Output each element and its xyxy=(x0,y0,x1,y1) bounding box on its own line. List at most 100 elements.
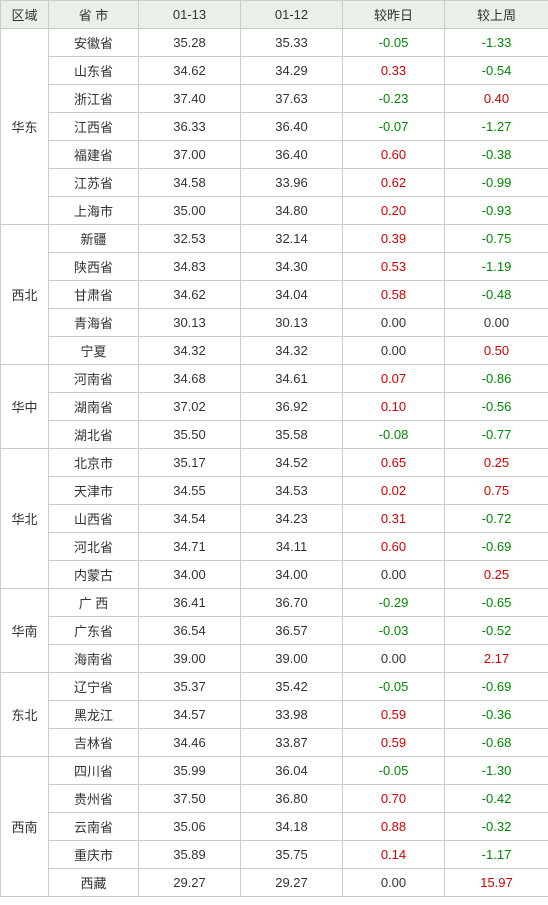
delta-day-cell: 0.10 xyxy=(343,393,445,421)
value1-cell: 34.62 xyxy=(139,57,241,85)
table-row: 浙江省37.4037.63-0.230.40 xyxy=(1,85,548,113)
province-cell: 陕西省 xyxy=(49,253,139,281)
delta-day-cell: -0.05 xyxy=(343,29,445,57)
delta-day-cell: 0.00 xyxy=(343,869,445,897)
value2-cell: 34.53 xyxy=(241,477,343,505)
table-row: 西藏29.2729.270.0015.97 xyxy=(1,869,548,897)
table-row: 华中河南省34.6834.610.07-0.86 xyxy=(1,365,548,393)
col-region: 区域 xyxy=(1,1,49,29)
table-row: 陕西省34.8334.300.53-1.19 xyxy=(1,253,548,281)
table-row: 重庆市35.8935.750.14-1.17 xyxy=(1,841,548,869)
value1-cell: 34.54 xyxy=(139,505,241,533)
value1-cell: 34.71 xyxy=(139,533,241,561)
table-row: 云南省35.0634.180.88-0.32 xyxy=(1,813,548,841)
value2-cell: 36.80 xyxy=(241,785,343,813)
delta-day-cell: -0.05 xyxy=(343,757,445,785)
delta-week-cell: -0.36 xyxy=(445,701,548,729)
value2-cell: 36.04 xyxy=(241,757,343,785)
table-row: 华南广 西36.4136.70-0.29-0.65 xyxy=(1,589,548,617)
value1-cell: 34.68 xyxy=(139,365,241,393)
table-row: 西北新疆32.5332.140.39-0.75 xyxy=(1,225,548,253)
province-cell: 江西省 xyxy=(49,113,139,141)
value2-cell: 34.80 xyxy=(241,197,343,225)
table-body: 华东安徽省35.2835.33-0.05-1.33山东省34.6234.290.… xyxy=(1,29,548,897)
value1-cell: 30.13 xyxy=(139,309,241,337)
value1-cell: 36.41 xyxy=(139,589,241,617)
province-cell: 新疆 xyxy=(49,225,139,253)
delta-week-cell: -0.38 xyxy=(445,141,548,169)
province-cell: 辽宁省 xyxy=(49,673,139,701)
delta-week-cell: 0.50 xyxy=(445,337,548,365)
value1-cell: 37.02 xyxy=(139,393,241,421)
province-cell: 贵州省 xyxy=(49,785,139,813)
table-row: 湖北省35.5035.58-0.08-0.77 xyxy=(1,421,548,449)
delta-day-cell: -0.29 xyxy=(343,589,445,617)
province-cell: 广东省 xyxy=(49,617,139,645)
delta-week-cell: 0.25 xyxy=(445,449,548,477)
delta-week-cell: -0.68 xyxy=(445,729,548,757)
province-cell: 湖北省 xyxy=(49,421,139,449)
delta-day-cell: 0.00 xyxy=(343,337,445,365)
province-cell: 海南省 xyxy=(49,645,139,673)
value1-cell: 34.32 xyxy=(139,337,241,365)
delta-week-cell: -0.69 xyxy=(445,533,548,561)
col-province: 省 市 xyxy=(49,1,139,29)
table-row: 山西省34.5434.230.31-0.72 xyxy=(1,505,548,533)
delta-week-cell: -0.86 xyxy=(445,365,548,393)
delta-week-cell: 0.25 xyxy=(445,561,548,589)
table-row: 天津市34.5534.530.020.75 xyxy=(1,477,548,505)
delta-day-cell: 0.33 xyxy=(343,57,445,85)
delta-week-cell: -0.42 xyxy=(445,785,548,813)
value2-cell: 36.70 xyxy=(241,589,343,617)
province-cell: 福建省 xyxy=(49,141,139,169)
delta-day-cell: -0.07 xyxy=(343,113,445,141)
delta-week-cell: -1.27 xyxy=(445,113,548,141)
col-deltaday: 较昨日 xyxy=(343,1,445,29)
value1-cell: 34.46 xyxy=(139,729,241,757)
province-cell: 广 西 xyxy=(49,589,139,617)
delta-week-cell: -0.69 xyxy=(445,673,548,701)
value1-cell: 34.55 xyxy=(139,477,241,505)
region-cell: 华北 xyxy=(1,449,49,589)
table-row: 东北辽宁省35.3735.42-0.05-0.69 xyxy=(1,673,548,701)
delta-week-cell: 0.40 xyxy=(445,85,548,113)
table-row: 西南四川省35.9936.04-0.05-1.30 xyxy=(1,757,548,785)
value1-cell: 34.00 xyxy=(139,561,241,589)
value2-cell: 34.11 xyxy=(241,533,343,561)
value1-cell: 37.40 xyxy=(139,85,241,113)
province-cell: 宁夏 xyxy=(49,337,139,365)
value2-cell: 36.92 xyxy=(241,393,343,421)
table-row: 华东安徽省35.2835.33-0.05-1.33 xyxy=(1,29,548,57)
province-cell: 吉林省 xyxy=(49,729,139,757)
delta-day-cell: 0.39 xyxy=(343,225,445,253)
delta-week-cell: 2.17 xyxy=(445,645,548,673)
value1-cell: 37.00 xyxy=(139,141,241,169)
delta-week-cell: -0.77 xyxy=(445,421,548,449)
table-row: 内蒙古34.0034.000.000.25 xyxy=(1,561,548,589)
table-row: 江苏省34.5833.960.62-0.99 xyxy=(1,169,548,197)
value1-cell: 32.53 xyxy=(139,225,241,253)
delta-day-cell: 0.65 xyxy=(343,449,445,477)
province-cell: 江苏省 xyxy=(49,169,139,197)
delta-day-cell: 0.62 xyxy=(343,169,445,197)
value1-cell: 35.00 xyxy=(139,197,241,225)
delta-week-cell: -0.93 xyxy=(445,197,548,225)
value1-cell: 35.99 xyxy=(139,757,241,785)
delta-day-cell: 0.20 xyxy=(343,197,445,225)
value1-cell: 36.33 xyxy=(139,113,241,141)
value1-cell: 35.06 xyxy=(139,813,241,841)
table-row: 黑龙江34.5733.980.59-0.36 xyxy=(1,701,548,729)
region-cell: 华南 xyxy=(1,589,49,673)
value2-cell: 34.23 xyxy=(241,505,343,533)
delta-day-cell: 0.59 xyxy=(343,729,445,757)
value2-cell: 33.98 xyxy=(241,701,343,729)
value1-cell: 34.83 xyxy=(139,253,241,281)
value1-cell: 37.50 xyxy=(139,785,241,813)
province-cell: 山东省 xyxy=(49,57,139,85)
delta-week-cell: 0.00 xyxy=(445,309,548,337)
value1-cell: 35.89 xyxy=(139,841,241,869)
table-row: 湖南省37.0236.920.10-0.56 xyxy=(1,393,548,421)
delta-day-cell: 0.60 xyxy=(343,141,445,169)
table-row: 海南省39.0039.000.002.17 xyxy=(1,645,548,673)
delta-week-cell: -1.17 xyxy=(445,841,548,869)
